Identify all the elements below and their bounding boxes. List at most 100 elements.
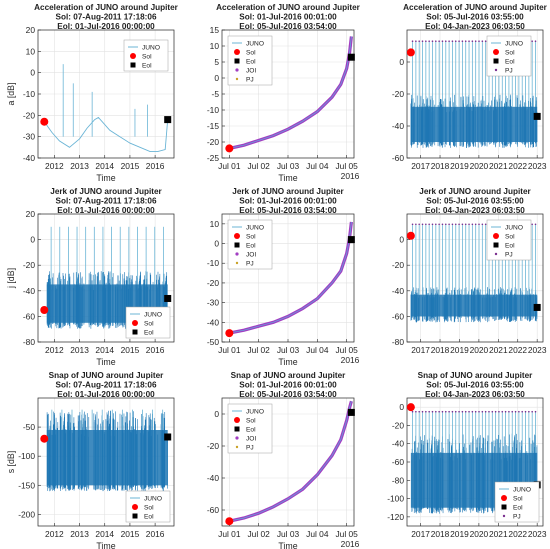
y-tick-label: -30 xyxy=(23,132,35,142)
x-tick-label: 2020 xyxy=(470,161,489,171)
panel-title-line: Eol: 05-Jul-2016 03:54:00 xyxy=(239,206,337,215)
perijove-marker xyxy=(474,223,477,226)
legend-entry-label: JUNO xyxy=(505,41,523,48)
panel-title-line: Jerk of JUNO around Jupiter xyxy=(50,187,162,196)
y-tick-label: 0 xyxy=(30,235,35,245)
y-tick-label: -40 xyxy=(207,317,219,327)
legend: JUNO Sol Eol xyxy=(125,490,171,523)
x-tick-label: Jul 04 xyxy=(306,161,329,171)
sol-marker xyxy=(225,144,234,153)
panel-title-line: Sol: 01-Jul-2016 00:01:00 xyxy=(239,13,337,22)
eol-marker xyxy=(347,53,355,61)
legend-entry-label: PJ xyxy=(505,68,513,75)
perijove-marker xyxy=(464,223,467,226)
legend: JUNO Sol Eol PJ xyxy=(486,35,532,77)
y-axis-label: s [dB] xyxy=(6,451,16,474)
legend-entry-label: JUNO xyxy=(142,45,160,52)
x-secondary-label: 2016 xyxy=(341,171,360,181)
perijove-marker xyxy=(528,410,530,413)
perijove-marker xyxy=(451,410,454,413)
perijove-marker xyxy=(428,40,430,42)
panel-title-line: Snap of JUNO around Jupiter xyxy=(231,371,346,380)
x-tick-label: 2015 xyxy=(121,529,140,539)
y-tick-label: -60 xyxy=(392,311,404,321)
perijove-marker xyxy=(435,40,437,42)
legend-entry-label: PJ xyxy=(246,261,254,268)
legend-swatch-dot xyxy=(235,445,239,449)
perijove-marker xyxy=(444,410,447,413)
legend-entry-label: Eol xyxy=(246,59,256,66)
sol-marker xyxy=(40,117,49,126)
perijove-marker xyxy=(425,223,427,226)
legend-entry-label: JUNO xyxy=(246,225,264,232)
perijove-marker xyxy=(458,40,460,42)
perijove-marker xyxy=(481,40,484,42)
perijove-marker xyxy=(521,410,524,413)
perijove-marker xyxy=(498,410,500,413)
y-tick-label: -40 xyxy=(392,439,404,449)
perijove-marker xyxy=(524,410,527,413)
legend-entry-label: Eol xyxy=(144,330,154,337)
series-line-juno-core xyxy=(229,401,352,522)
legend-entry-label: Eol xyxy=(505,59,515,66)
panel-title-line: Snap of JUNO around Jupiter xyxy=(418,371,533,380)
x-tick-label: Jul 02 xyxy=(247,345,270,355)
panel-title-line: Sol: 05-Jul-2016 03:55:00 xyxy=(426,197,524,206)
x-tick-label: 2023 xyxy=(528,161,547,171)
legend-entry-label: JUNO xyxy=(144,496,162,503)
sol-marker xyxy=(406,48,415,57)
legend-entry-label: PJ xyxy=(246,77,254,84)
perijove-marker xyxy=(534,410,537,413)
x-tick-label: 2014 xyxy=(95,529,114,539)
x-tick-label: 2018 xyxy=(431,529,450,539)
perijove-marker xyxy=(415,410,417,413)
legend-entry-label: Sol xyxy=(144,505,154,512)
y-tick-label: -40 xyxy=(23,286,35,296)
axes-frame xyxy=(37,397,175,527)
perijove-marker xyxy=(435,410,437,413)
sol-marker xyxy=(225,517,234,526)
perijove-marker xyxy=(458,223,460,226)
panel-title-line: Eol: 05-Jul-2016 03:54:00 xyxy=(239,22,337,31)
y-tick-label: 10 xyxy=(26,46,36,56)
legend-swatch-dot xyxy=(494,68,498,72)
panel-title-line: Sol: 07-Aug-2011 17:18:06 xyxy=(55,197,156,206)
panel-title-line: Sol: 07-Aug-2011 17:18:06 xyxy=(55,381,156,390)
legend-entry-label: Sol xyxy=(505,234,515,241)
x-tick-label: 2017 xyxy=(411,529,430,539)
y-tick-label: 20 xyxy=(26,209,36,219)
perijove-marker xyxy=(484,410,487,413)
perijove-marker xyxy=(514,410,517,413)
legend-entry-label: JUNO xyxy=(513,487,531,494)
x-tick-label: Jul 05 xyxy=(335,161,358,171)
panel-2: Acceleration of JUNO around JupiterSol: … xyxy=(207,3,361,183)
legend-entry-label: Eol xyxy=(246,243,256,250)
x-tick-label: 2018 xyxy=(431,161,450,171)
series-line-juno xyxy=(43,116,169,153)
x-tick-label: Jul 05 xyxy=(335,529,358,539)
legend-swatch-square xyxy=(234,58,240,64)
eol-marker xyxy=(164,116,172,124)
panel-title-line: Eol: 01-Jul-2016 00:00:00 xyxy=(57,22,155,31)
perijove-marker xyxy=(468,223,470,226)
y-tick-label: -20 xyxy=(23,110,35,120)
perijove-marker xyxy=(444,223,447,226)
panel-title-line: Eol: 04-Jan-2023 06:03:50 xyxy=(425,206,525,215)
perijove-marker xyxy=(478,410,480,413)
panel-title-line: Acceleration of JUNO around Jupiter xyxy=(403,3,548,12)
y-tick-label: -30 xyxy=(207,298,219,308)
y-tick-label: -40 xyxy=(392,121,404,131)
perijove-marker xyxy=(418,223,420,226)
perijove-marker xyxy=(451,40,454,42)
perijove-marker xyxy=(471,410,474,413)
panel-title-line: Sol: 05-Jul-2016 03:55:00 xyxy=(426,381,524,390)
x-tick-label: Jul 03 xyxy=(277,161,300,171)
perijove-marker xyxy=(468,410,470,413)
legend: JUNO Sol Eol JOI PJ xyxy=(227,35,273,86)
legend-swatch-dot xyxy=(235,252,239,256)
perijove-marker xyxy=(501,410,504,413)
y-tick-label: -150 xyxy=(18,480,35,490)
